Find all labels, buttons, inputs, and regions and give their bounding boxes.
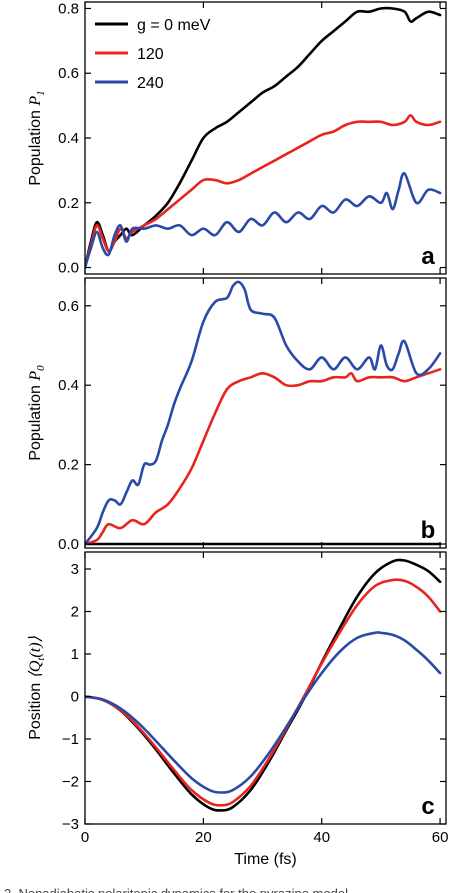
chart-panel-c: −3 −2 −1 0 1 2 3 0 20 40 60 Position ⟨Qt(t)⟩ Time (f… — [27, 551, 449, 868]
y-tick-label: 0.6 — [58, 298, 79, 315]
panel-letter-c: c — [421, 793, 434, 820]
y-tick-label: 0.4 — [58, 377, 79, 394]
plot-frame — [84, 551, 447, 825]
y-tick-label: 0 — [71, 689, 79, 706]
series-line-a-2 — [85, 172, 442, 269]
legend: g = 0 meV 120 240 — [95, 17, 211, 92]
legend-entry-2: 240 — [137, 75, 164, 92]
series-line-a-0 — [85, 6, 442, 269]
legend-entry-0: g = 0 meV — [137, 17, 211, 34]
plot-frame — [84, 277, 447, 549]
y-axis-label-var: P — [27, 96, 44, 107]
y-tick-label: 0.6 — [58, 65, 79, 82]
legend-entry-1: 120 — [137, 46, 164, 63]
figure-caption: 2. Nonadiabatic polaritonic dynamics for… — [4, 886, 348, 893]
y-axis-label-math: ⟨Q — [27, 660, 44, 678]
x-tick-label: 60 — [432, 829, 449, 846]
y-axis-label-text: Population — [27, 381, 44, 461]
x-tick-label: 40 — [313, 829, 330, 846]
chart-panel-b: 0.0 0.2 0.4 0.6 Population P0 b — [27, 277, 447, 553]
y-tick-label: 0.2 — [58, 457, 79, 474]
series-line-b-2 — [85, 280, 442, 546]
y-tick-label: −1 — [62, 731, 79, 748]
panel-letter-b: b — [421, 517, 436, 544]
y-axis-label: Population P1 — [27, 90, 47, 185]
series-line-c-2 — [85, 630, 442, 794]
y-axis-label-tail: (t)⟩ — [27, 635, 44, 657]
y-tick-label: 1 — [71, 646, 79, 663]
panel-letter-a: a — [421, 243, 435, 270]
x-axis-label: Time (fs) — [234, 851, 297, 868]
y-tick-label: −3 — [62, 816, 79, 833]
y-tick-label: −2 — [62, 774, 79, 791]
y-axis-label: Population P0 — [27, 365, 47, 461]
y-axis-label-sub: 0 — [35, 365, 47, 371]
x-tick-label: 20 — [195, 829, 212, 846]
series-line-c-0 — [85, 558, 442, 812]
series-line-c-1 — [85, 578, 442, 807]
y-axis-label-sub: t — [35, 657, 47, 661]
y-tick-label: 0.8 — [58, 0, 79, 17]
y-tick-label: 0.4 — [58, 130, 79, 147]
y-tick-label: 2 — [71, 604, 79, 621]
x-tick-label: 0 — [81, 829, 89, 846]
y-tick-label: 0.0 — [58, 536, 79, 553]
y-axis-label-text: Population — [27, 106, 44, 186]
y-axis-label-var: P — [27, 371, 44, 382]
y-axis-label-text: Position — [27, 678, 44, 739]
y-axis-label: Position ⟨Qt(t)⟩ — [27, 635, 47, 739]
plot-frame — [84, 1, 447, 275]
y-tick-label: 0.2 — [58, 195, 79, 212]
series-line-b-1 — [85, 368, 442, 546]
y-tick-label: 0.0 — [58, 260, 79, 277]
series-line-a-1 — [85, 114, 442, 269]
y-tick-label: 3 — [71, 561, 79, 578]
y-axis-label-sub: 1 — [35, 90, 47, 96]
